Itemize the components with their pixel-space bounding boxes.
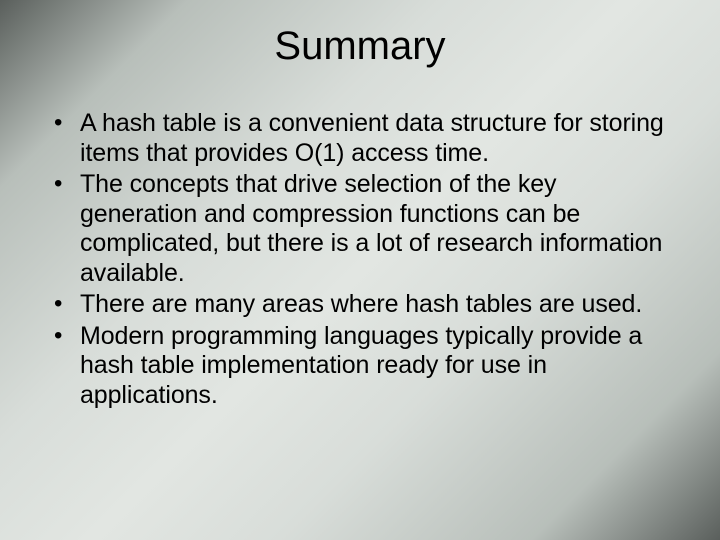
slide-content: A hash table is a convenient data struct… bbox=[0, 79, 720, 410]
list-item: There are many areas where hash tables a… bbox=[48, 290, 672, 320]
list-item: Modern programming languages typically p… bbox=[48, 322, 672, 411]
bullet-list: A hash table is a convenient data struct… bbox=[48, 109, 672, 410]
list-item: A hash table is a convenient data struct… bbox=[48, 109, 672, 168]
slide-title: Summary bbox=[0, 0, 720, 79]
list-item: The concepts that drive selection of the… bbox=[48, 170, 672, 288]
slide: Summary A hash table is a convenient dat… bbox=[0, 0, 720, 540]
